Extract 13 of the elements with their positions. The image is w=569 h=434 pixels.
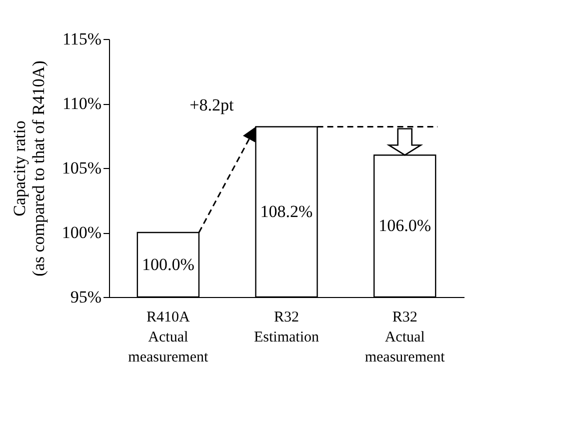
- y-tick-label: 95%: [70, 288, 102, 306]
- data-label: 108.2%: [260, 202, 313, 221]
- y-tick-label: 105%: [62, 158, 102, 178]
- y-tick-label: 110%: [62, 94, 102, 113]
- x-tick-label: R410A Actual measurement: [128, 310, 209, 366]
- x-tick-label: R32 Actual measurement: [364, 310, 446, 366]
- y-axis-title: Capacity ratio (as compared to that of R410A): [10, 60, 48, 276]
- data-label: 100.0%: [142, 254, 194, 274]
- y-tick-label: 100%: [62, 223, 102, 242]
- data-label: 106.0%: [378, 216, 432, 236]
- x-tick-label: R32 Estimation: [254, 310, 320, 346]
- annotation: +8.2pt: [190, 96, 234, 115]
- y-tick-label: 115%: [62, 30, 102, 48]
